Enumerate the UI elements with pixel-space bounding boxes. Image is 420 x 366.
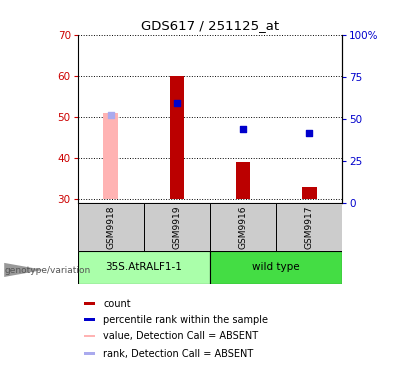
Polygon shape xyxy=(4,263,44,277)
Bar xyxy=(210,251,342,284)
Bar xyxy=(84,352,94,355)
Text: value, Detection Call = ABSENT: value, Detection Call = ABSENT xyxy=(103,331,258,341)
Bar xyxy=(84,302,94,305)
Bar xyxy=(170,76,184,199)
Bar xyxy=(236,162,250,199)
Bar xyxy=(78,203,144,251)
Point xyxy=(306,130,312,136)
Text: GSM9918: GSM9918 xyxy=(106,205,115,249)
Text: count: count xyxy=(103,299,131,309)
Title: GDS617 / 251125_at: GDS617 / 251125_at xyxy=(141,19,279,32)
Point xyxy=(108,112,114,118)
Text: 35S.AtRALF1-1: 35S.AtRALF1-1 xyxy=(105,262,182,272)
Bar xyxy=(103,113,118,199)
Text: GSM9917: GSM9917 xyxy=(305,205,314,249)
Bar xyxy=(84,318,94,321)
Bar xyxy=(210,203,276,251)
Bar xyxy=(144,203,210,251)
Bar xyxy=(302,187,317,199)
Text: wild type: wild type xyxy=(252,262,300,272)
Text: percentile rank within the sample: percentile rank within the sample xyxy=(103,315,268,325)
Point xyxy=(173,100,180,105)
Text: genotype/variation: genotype/variation xyxy=(4,266,90,274)
Point xyxy=(240,126,247,132)
Bar xyxy=(78,251,210,284)
Text: GSM9919: GSM9919 xyxy=(173,205,181,249)
Bar xyxy=(276,203,342,251)
Text: GSM9916: GSM9916 xyxy=(239,205,247,249)
Bar xyxy=(84,335,94,337)
Text: rank, Detection Call = ABSENT: rank, Detection Call = ABSENT xyxy=(103,348,253,359)
